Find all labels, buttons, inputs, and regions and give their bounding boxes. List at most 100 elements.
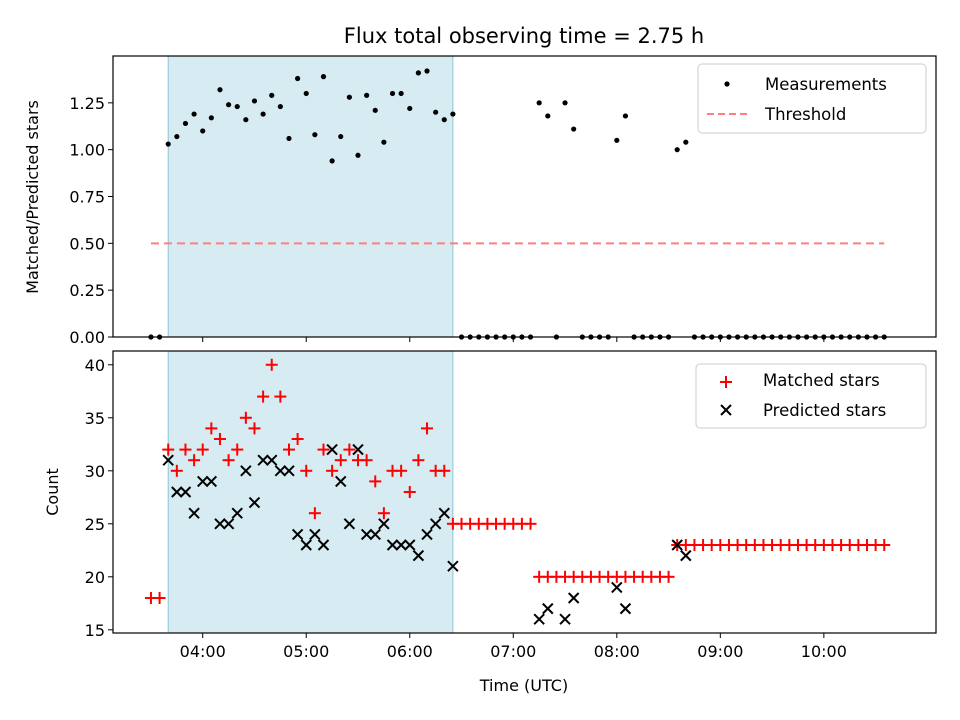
predicted-star-point — [283, 465, 295, 477]
predicted-star-point — [412, 549, 425, 562]
matched-star-point — [179, 443, 192, 456]
measurement-point — [381, 139, 387, 145]
measurement-point — [312, 132, 318, 138]
chart-title: Flux total observing time = 2.75 h — [344, 24, 704, 48]
measurement-point — [225, 102, 232, 108]
matched-star-point — [343, 443, 356, 456]
predicted-star-point — [542, 602, 554, 615]
measurement-point — [683, 139, 689, 145]
x-tick-label: 09:00 — [697, 642, 743, 661]
predicted-star-point — [395, 539, 407, 551]
measurement-point — [182, 120, 189, 127]
predicted-star-point — [369, 528, 381, 541]
x-tick-label: 08:00 — [594, 642, 640, 661]
legend-measurements-marker — [724, 81, 730, 87]
measurement-point — [295, 75, 301, 82]
y-tick-label: 15 — [85, 621, 105, 640]
measurement-point — [338, 133, 344, 140]
matched-star-point — [222, 454, 235, 467]
predicted-star-point — [317, 539, 330, 551]
y-tick-label: 1.25 — [69, 94, 105, 113]
measurement-point — [217, 87, 223, 93]
measurement-point — [355, 152, 361, 158]
matched-star-point — [395, 464, 408, 477]
matched-star-point — [291, 432, 304, 445]
predicted-star-point — [240, 465, 252, 477]
top-legend: Measurements Threshold — [697, 63, 927, 134]
matched-star-point — [300, 464, 313, 477]
matched-star-point — [188, 454, 201, 467]
top-observing-span — [167, 55, 454, 338]
measurement-point — [433, 109, 439, 115]
bottom-y-axis-label: Count — [43, 468, 62, 516]
matched-star-point — [248, 422, 261, 435]
measurement-point — [251, 98, 258, 104]
measurement-point — [364, 92, 370, 98]
predicted-star-point — [438, 507, 450, 519]
measurement-point — [398, 90, 404, 97]
predicted-star-point — [205, 475, 218, 488]
predicted-star-point — [680, 549, 692, 562]
measurement-point — [303, 90, 309, 97]
matched-star-point — [326, 464, 339, 477]
matched-star-point — [205, 422, 218, 435]
matched-star-point — [265, 358, 278, 371]
measurement-point — [260, 111, 266, 117]
matched-star-point — [308, 507, 321, 520]
legend-measurements-label: Measurements — [765, 75, 887, 94]
predicted-star-point — [447, 560, 459, 572]
predicted-star-point — [257, 454, 269, 466]
measurement-point — [571, 126, 577, 132]
bottom-x-axis-ticks: 04:00 05:00 06:00 07:00 08:00 09:00 10:00 — [180, 633, 847, 661]
matched-star-point — [196, 443, 209, 456]
measurement-point — [346, 94, 352, 100]
matched-star-point — [334, 454, 347, 467]
measurement-point — [450, 111, 456, 117]
measurement-point — [234, 103, 240, 110]
legend-predicted-marker — [720, 404, 732, 416]
matched-star-point — [231, 443, 244, 456]
measurement-point — [200, 128, 206, 134]
legend-predicted-label: Predicted stars — [763, 401, 886, 420]
y-tick-label: 25 — [85, 515, 105, 534]
x-tick-label: 04:00 — [180, 642, 226, 661]
predicted-star-point — [404, 539, 416, 551]
measurement-point — [208, 115, 214, 121]
measurement-point — [191, 111, 197, 117]
matched-star-point — [421, 422, 434, 435]
predicted-star-point — [162, 454, 174, 466]
predicted-star-point — [352, 443, 364, 456]
predicted-star-point — [335, 475, 347, 488]
measurement-point — [536, 100, 542, 106]
predicted-star-point — [611, 581, 623, 594]
measurement-point — [562, 100, 568, 106]
predicted-star-point — [559, 613, 571, 625]
predicted-star-point — [231, 507, 243, 519]
measurement-point — [372, 107, 378, 113]
measurement-point — [415, 70, 421, 76]
predicted-star-point — [429, 518, 442, 530]
matched-star-point — [282, 443, 295, 456]
measurement-point — [614, 137, 620, 143]
measurement-point — [165, 141, 171, 147]
predicted-star-point — [533, 613, 545, 625]
top-axes-frame — [112, 55, 937, 338]
predicted-star-point — [291, 528, 304, 541]
top-y-axis-label: Matched/Predicted stars — [23, 100, 42, 294]
measurement-point — [622, 113, 629, 119]
predicted-star-point — [309, 528, 321, 541]
y-tick-label: 1.00 — [69, 141, 105, 160]
measurement-point — [545, 113, 551, 119]
measurement-point — [277, 103, 283, 110]
predicted-star-point — [343, 518, 356, 530]
measurement-point — [269, 92, 275, 98]
legend-matched-label: Matched stars — [763, 371, 880, 390]
y-tick-label: 0.50 — [69, 234, 105, 253]
y-tick-label: 0.75 — [69, 188, 105, 207]
predicted-star-point — [274, 465, 287, 477]
matched-star-point — [153, 592, 166, 605]
x-tick-label: 10:00 — [801, 642, 847, 661]
matched-star-point — [317, 443, 330, 456]
predicted-star-point — [179, 486, 192, 498]
